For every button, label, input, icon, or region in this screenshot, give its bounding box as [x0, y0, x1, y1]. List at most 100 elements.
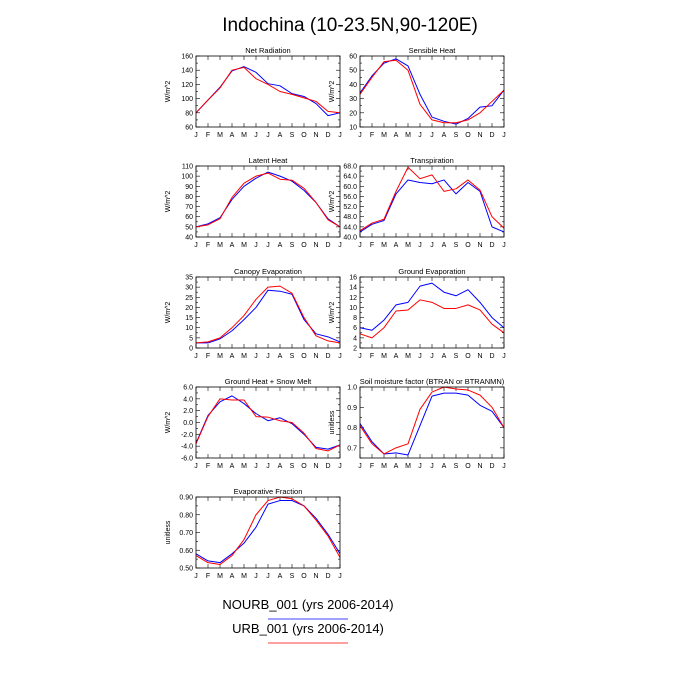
ground-evaporation-xtick-label: J [502, 353, 506, 360]
sensible-heat-xtick-label: J [502, 132, 506, 139]
ground-heat-snow-melt-xtick-label: N [313, 463, 318, 470]
net-radiation-ytick-label: 80 [185, 110, 193, 117]
latent-heat-xtick-label: F [206, 242, 210, 249]
latent-heat-ytick-label: 40 [185, 235, 193, 242]
canopy-evaporation-frame [195, 276, 341, 349]
ground-evaporation-ytick-label: 2 [353, 346, 357, 353]
sensible-heat-xtick-label: J [430, 132, 434, 139]
soil-moisture-factor-btran-or-btranmn-ytick-label: 1.0 [347, 385, 357, 392]
net-radiation-xtick-label: A [230, 132, 235, 139]
soil-moisture-factor-btran-or-btranmn-series-urb-001 [359, 386, 505, 455]
soil-moisture-factor-btran-or-btranmn-xtick-label: J [430, 463, 434, 470]
canopy-evaporation-ytick-label: 35 [185, 275, 193, 282]
net-radiation-series-urb-001 [195, 66, 341, 114]
latent-heat-ytick-label: 80 [185, 194, 193, 201]
canopy-evaporation-xtick-label: F [206, 353, 210, 360]
soil-moisture-factor-btran-or-btranmn-series-nourb-001 [359, 392, 505, 456]
ground-heat-snow-melt-ytick-label: -6.0 [181, 456, 193, 463]
evaporative-fraction-xtick-label: J [338, 573, 342, 580]
net-radiation-ylabel: W/m^2 [165, 81, 172, 103]
soil-moisture-factor-btran-or-btranmn-xtick-label: J [358, 463, 362, 470]
ground-evaporation-xtick-label: O [465, 353, 471, 360]
net-radiation-xtick-label: A [278, 132, 283, 139]
latent-heat-series-nourb-001 [195, 171, 341, 228]
transpiration-xtick-label: M [381, 242, 387, 249]
sensible-heat-series-urb-001 [359, 59, 505, 124]
latent-heat-frame [195, 165, 341, 238]
ground-heat-snow-melt-xtick-label: J [254, 463, 258, 470]
transpiration-xtick-label: A [394, 242, 399, 249]
ground-evaporation-frame [359, 276, 505, 349]
transpiration-xtick-label: M [405, 242, 411, 249]
net-radiation-ytick-label: 100 [181, 96, 193, 103]
ground-heat-snow-melt-title: Ground Heat + Snow Melt [225, 377, 312, 386]
latent-heat-xtick-label: A [230, 242, 235, 249]
ground-heat-snow-melt-xtick-label: J [194, 463, 198, 470]
canopy-evaporation-xtick-label: M [241, 353, 247, 360]
evaporative-fraction-xtick-label: J [266, 573, 270, 580]
ground-evaporation-xtick-label: F [370, 353, 374, 360]
canopy-evaporation-ytick-label: 20 [185, 305, 193, 312]
ground-evaporation-ytick-label: 16 [349, 275, 357, 282]
soil-moisture-factor-btran-or-btranmn-xtick-label: J [502, 463, 506, 470]
soil-moisture-factor-btran-or-btranmn-xtick-label: O [465, 463, 471, 470]
ground-heat-snow-melt-series-urb-001 [195, 398, 341, 452]
evaporative-fraction-ytick-label: 0.60 [179, 548, 193, 555]
ground-evaporation-ytick-label: 8 [353, 315, 357, 322]
net-radiation-xtick-label: M [217, 132, 223, 139]
latent-heat-xtick-label: M [217, 242, 223, 249]
legend: NOURB_001 (yrs 2006-2014) URB_001 (yrs 2… [222, 597, 394, 644]
ground-heat-snow-melt-xtick-label: M [217, 463, 223, 470]
transpiration-xtick-label: O [465, 242, 471, 249]
soil-moisture-factor-btran-or-btranmn-xtick-label: A [442, 463, 447, 470]
evaporative-fraction-ylabel: unitless [165, 520, 172, 544]
net-radiation-ytick-label: 140 [181, 68, 193, 75]
evaporative-fraction-frame [195, 496, 341, 569]
panel-ground-heat-snow-melt: Ground Heat + Snow Melt W/m^2 -6.0 -4.0 -2.0… [165, 377, 342, 470]
ground-evaporation-xtick-label: M [381, 353, 387, 360]
ground-heat-snow-melt-xtick-label: A [278, 463, 283, 470]
ground-evaporation-xtick-label: A [442, 353, 447, 360]
latent-heat-xtick-label: N [313, 242, 318, 249]
transpiration-xtick-label: S [454, 242, 459, 249]
legend-entry-urb: URB_001 (yrs 2006-2014) [232, 621, 384, 636]
transpiration-ytick-label: 68.0 [343, 164, 357, 171]
canopy-evaporation-series-nourb-001 [196, 289, 341, 344]
soil-moisture-factor-btran-or-btranmn-ylabel: unitless [329, 410, 336, 434]
transpiration-xtick-label: J [430, 242, 434, 249]
canopy-evaporation-title: Canopy Evaporation [234, 267, 302, 276]
transpiration-ytick-label: 44.0 [343, 224, 357, 231]
ground-evaporation-xtick-label: S [454, 353, 459, 360]
canopy-evaporation-ytick-label: 5 [189, 335, 193, 342]
transpiration-ytick-label: 64.0 [343, 174, 357, 181]
soil-moisture-factor-btran-or-btranmn-xtick-label: D [489, 463, 494, 470]
soil-moisture-factor-btran-or-btranmn-xtick-label: M [381, 463, 387, 470]
latent-heat-ytick-label: 70 [185, 204, 193, 211]
soil-moisture-factor-btran-or-btranmn-xtick-label: N [477, 463, 482, 470]
sensible-heat-xtick-label: M [405, 132, 411, 139]
ground-heat-snow-melt-ytick-label: -4.0 [181, 444, 193, 451]
ground-heat-snow-melt-series-nourb-001 [195, 395, 341, 450]
evaporative-fraction-ytick-label: 0.50 [179, 566, 193, 573]
canopy-evaporation-ytick-label: 30 [185, 285, 193, 292]
ground-evaporation-xtick-label: J [418, 353, 422, 360]
net-radiation-series-nourb-001 [195, 66, 341, 117]
evaporative-fraction-xtick-label: O [301, 573, 307, 580]
transpiration-xtick-label: F [370, 242, 374, 249]
transpiration-xtick-label: D [489, 242, 494, 249]
evaporative-fraction-xtick-label: S [290, 573, 295, 580]
net-radiation-title: Net Radiation [245, 46, 290, 55]
ground-evaporation-ytick-label: 6 [353, 325, 357, 332]
latent-heat-xtick-label: J [338, 242, 342, 249]
evaporative-fraction-xtick-label: J [194, 573, 198, 580]
ground-heat-snow-melt-xtick-label: M [241, 463, 247, 470]
ground-evaporation-xtick-label: N [477, 353, 482, 360]
soil-moisture-factor-btran-or-btranmn-xtick-label: A [394, 463, 399, 470]
soil-moisture-factor-btran-or-btranmn-xtick-label: S [454, 463, 459, 470]
evaporative-fraction-xtick-label: D [325, 573, 330, 580]
canopy-evaporation-ytick-label: 0 [189, 346, 193, 353]
ground-heat-snow-melt-xtick-label: O [301, 463, 307, 470]
